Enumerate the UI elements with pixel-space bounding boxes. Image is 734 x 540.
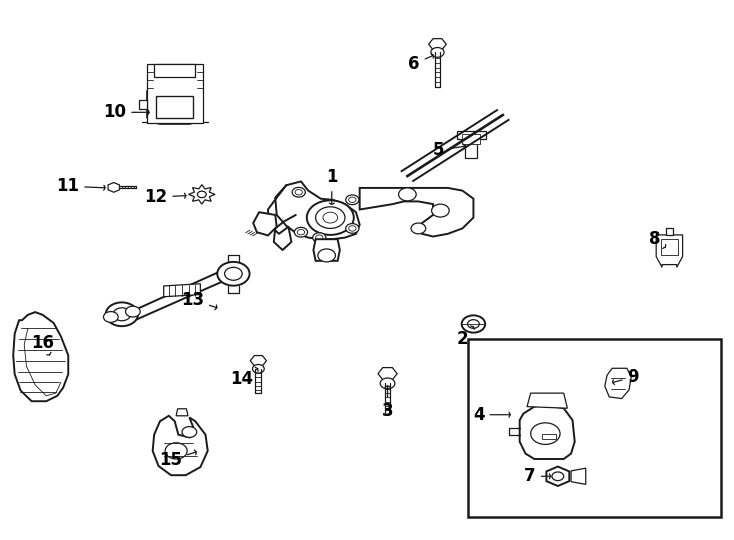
Bar — [468, 339, 721, 517]
Polygon shape — [153, 416, 208, 475]
Circle shape — [316, 235, 323, 240]
Circle shape — [252, 364, 264, 373]
Circle shape — [462, 315, 485, 333]
Polygon shape — [13, 312, 68, 401]
Text: 15: 15 — [159, 450, 196, 469]
Polygon shape — [571, 468, 586, 484]
Circle shape — [165, 443, 187, 459]
Text: 14: 14 — [230, 367, 258, 388]
Circle shape — [292, 187, 305, 197]
Polygon shape — [153, 65, 197, 91]
Circle shape — [380, 378, 395, 389]
Circle shape — [318, 249, 335, 262]
Bar — [661, 239, 678, 255]
Text: 16: 16 — [31, 334, 54, 355]
Text: 9: 9 — [613, 368, 639, 386]
Circle shape — [297, 230, 305, 235]
Bar — [147, 64, 203, 123]
Polygon shape — [546, 467, 570, 486]
Bar — [542, 434, 556, 439]
Circle shape — [349, 226, 356, 231]
Circle shape — [552, 472, 564, 481]
Circle shape — [411, 223, 426, 234]
Circle shape — [531, 423, 560, 444]
Circle shape — [316, 207, 345, 228]
Polygon shape — [605, 368, 631, 399]
Circle shape — [323, 212, 338, 223]
Polygon shape — [656, 235, 683, 267]
Circle shape — [217, 262, 250, 286]
Polygon shape — [176, 409, 188, 416]
Polygon shape — [108, 183, 120, 192]
Polygon shape — [378, 368, 397, 380]
Circle shape — [399, 188, 416, 201]
Bar — [154, 64, 195, 77]
Polygon shape — [253, 212, 277, 235]
Text: 1: 1 — [326, 168, 338, 205]
Bar — [462, 134, 480, 144]
Text: 6: 6 — [408, 53, 434, 73]
Circle shape — [126, 306, 140, 317]
Circle shape — [182, 427, 197, 437]
Text: 12: 12 — [144, 188, 186, 206]
Circle shape — [113, 308, 131, 321]
Polygon shape — [189, 185, 215, 204]
Text: 5: 5 — [432, 141, 465, 159]
Polygon shape — [313, 239, 340, 261]
Polygon shape — [360, 188, 473, 237]
Circle shape — [106, 302, 138, 326]
Circle shape — [103, 312, 118, 322]
Polygon shape — [429, 39, 446, 50]
Text: 8: 8 — [649, 230, 666, 248]
Text: 2: 2 — [457, 326, 474, 348]
Text: 4: 4 — [473, 406, 510, 424]
Circle shape — [307, 200, 354, 235]
Bar — [139, 100, 147, 109]
Polygon shape — [520, 405, 575, 459]
Circle shape — [346, 195, 359, 205]
Polygon shape — [164, 284, 200, 297]
Circle shape — [468, 320, 479, 328]
Text: 7: 7 — [524, 467, 550, 485]
Polygon shape — [275, 181, 360, 239]
Circle shape — [225, 267, 242, 280]
Circle shape — [313, 233, 326, 242]
Text: 3: 3 — [382, 386, 393, 421]
Polygon shape — [250, 355, 266, 366]
Text: 11: 11 — [57, 177, 105, 195]
Circle shape — [346, 224, 359, 233]
Polygon shape — [527, 393, 567, 408]
Polygon shape — [457, 131, 486, 158]
Text: 13: 13 — [181, 291, 217, 310]
Bar — [666, 228, 673, 235]
Circle shape — [349, 197, 356, 202]
Circle shape — [294, 227, 308, 237]
Text: 10: 10 — [103, 103, 149, 122]
Circle shape — [295, 190, 302, 195]
Circle shape — [431, 48, 444, 57]
Polygon shape — [147, 91, 203, 124]
Bar — [156, 96, 193, 118]
Circle shape — [197, 191, 206, 198]
Circle shape — [432, 204, 449, 217]
